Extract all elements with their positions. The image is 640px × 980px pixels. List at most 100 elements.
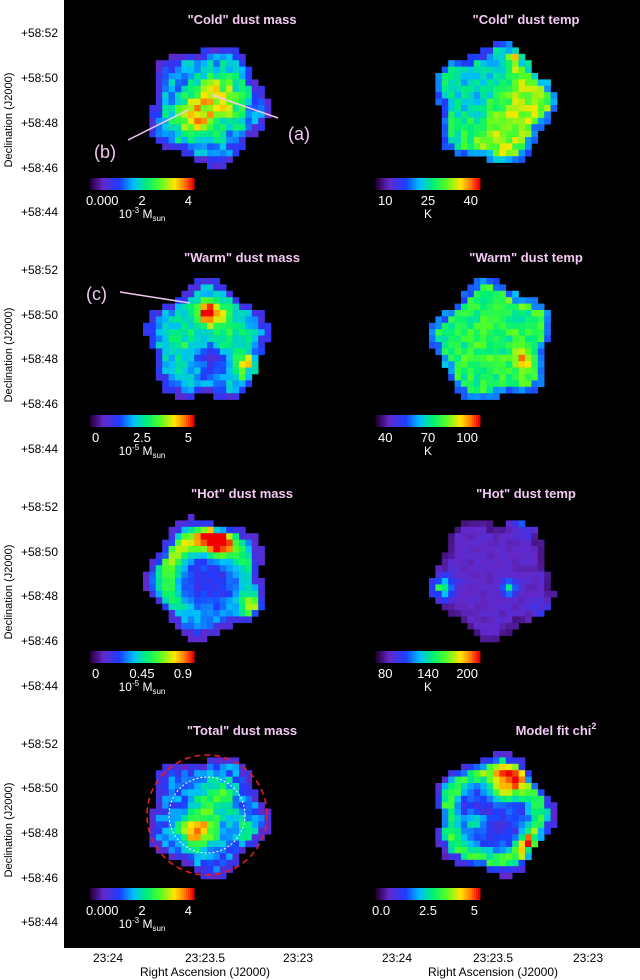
map-pixel bbox=[168, 584, 176, 592]
map-pixel bbox=[194, 546, 201, 553]
map-pixel bbox=[168, 354, 176, 362]
x-axis-right: 23:24 23:23.5 23:23 Right Ascension (J20… bbox=[382, 951, 603, 979]
colorbar-swatch bbox=[118, 888, 121, 900]
map-pixel bbox=[251, 795, 259, 803]
y-axis-row-1: +58:52 +58:50 +58:48 +58:46 +58:44 Decli… bbox=[3, 26, 58, 219]
map-pixel bbox=[200, 335, 208, 343]
map-pixel bbox=[473, 60, 481, 67]
map-pixel bbox=[232, 60, 240, 67]
map-pixel bbox=[155, 552, 163, 560]
map-pixel bbox=[518, 137, 526, 144]
map-pixel bbox=[175, 546, 182, 553]
colorbar-swatch bbox=[430, 651, 433, 663]
colorbar-swatch bbox=[404, 888, 407, 900]
colorbar-swatch bbox=[168, 178, 171, 190]
map-pixel bbox=[493, 847, 500, 854]
map-pixel bbox=[518, 335, 526, 343]
map-pixel bbox=[461, 361, 468, 368]
map-pixel bbox=[525, 584, 532, 592]
map-pixel bbox=[200, 578, 208, 585]
map-pixel bbox=[207, 386, 214, 394]
map-pixel bbox=[200, 137, 208, 144]
map-pixel bbox=[467, 149, 475, 157]
colorbar-swatch bbox=[396, 888, 399, 900]
map-pixel bbox=[461, 597, 468, 604]
map-pixel bbox=[175, 622, 182, 630]
map-pixel bbox=[448, 117, 455, 125]
map-pixel bbox=[175, 143, 182, 151]
map-pixel bbox=[448, 137, 455, 144]
map-pixel bbox=[187, 635, 195, 643]
map-pixel bbox=[467, 827, 475, 835]
map-pixel bbox=[441, 815, 449, 822]
map-pixel bbox=[245, 348, 253, 356]
map-pixel bbox=[505, 105, 513, 112]
map-pixel bbox=[512, 571, 519, 579]
map-pixel bbox=[429, 578, 436, 585]
map-pixel bbox=[155, 73, 163, 80]
colorbar-warm-mass: 0 2.5 510-5 Msun bbox=[90, 415, 195, 460]
map-pixel bbox=[493, 386, 500, 394]
map-pixel bbox=[155, 821, 163, 829]
colorbar-swatch bbox=[164, 415, 167, 427]
map-pixel bbox=[467, 316, 475, 324]
map-pixel bbox=[544, 597, 551, 604]
map-pixel bbox=[213, 124, 221, 131]
map-pixel bbox=[181, 539, 189, 547]
map-pixel bbox=[499, 834, 507, 841]
map-pixel bbox=[454, 802, 462, 809]
map-pixel bbox=[461, 840, 468, 848]
map-pixel bbox=[232, 47, 240, 55]
map-pixel bbox=[435, 342, 443, 349]
colorbar-swatch bbox=[474, 415, 477, 427]
colorbar-swatch bbox=[440, 888, 443, 900]
map-pixel bbox=[486, 783, 494, 790]
map-pixel bbox=[480, 278, 487, 285]
map-pixel bbox=[168, 840, 176, 848]
map-pixel bbox=[454, 853, 462, 861]
map-pixel bbox=[194, 616, 201, 624]
map-chi2 bbox=[435, 751, 558, 880]
map-pixel bbox=[162, 546, 169, 553]
map-pixel bbox=[181, 348, 189, 356]
map-pixel bbox=[448, 79, 455, 87]
colorbar-swatch bbox=[460, 415, 463, 427]
colorbar-swatch bbox=[386, 415, 389, 427]
map-pixel bbox=[537, 79, 545, 87]
map-pixel bbox=[200, 802, 208, 809]
map-pixel bbox=[226, 386, 233, 394]
map-pixel bbox=[480, 789, 487, 797]
colorbar-swatch bbox=[376, 178, 379, 190]
map-pixel bbox=[493, 79, 500, 87]
map-pixel bbox=[525, 533, 532, 540]
map-pixel bbox=[175, 329, 182, 336]
map-pixel bbox=[162, 834, 169, 841]
map-pixel bbox=[187, 584, 195, 592]
map-pixel bbox=[467, 622, 475, 630]
map-pixel bbox=[162, 374, 169, 381]
colorbar-swatch bbox=[114, 888, 117, 900]
map-pixel bbox=[454, 367, 462, 375]
colorbar-swatch bbox=[394, 651, 397, 663]
map-pixel bbox=[461, 329, 468, 336]
map-pixel bbox=[200, 47, 208, 55]
y-tick: +58:48 bbox=[21, 352, 58, 366]
map-pixel bbox=[493, 322, 500, 330]
map-pixel bbox=[162, 303, 169, 311]
map-pixel bbox=[518, 757, 526, 765]
map-pixel bbox=[454, 546, 462, 553]
map-pixel bbox=[480, 597, 487, 604]
map-pixel bbox=[232, 98, 240, 106]
map-pixel bbox=[467, 342, 475, 349]
colorbar-swatch bbox=[156, 651, 159, 663]
map-pixel bbox=[175, 763, 182, 771]
map-pixel bbox=[207, 137, 214, 144]
map-pixel bbox=[454, 79, 462, 87]
map-pixel bbox=[200, 584, 208, 592]
map-pixel bbox=[467, 348, 475, 356]
map-pixel bbox=[181, 603, 189, 611]
map-pixel bbox=[473, 603, 481, 611]
map-pixel bbox=[435, 795, 443, 803]
map-pixel bbox=[531, 335, 539, 343]
map-pixel bbox=[448, 329, 455, 336]
